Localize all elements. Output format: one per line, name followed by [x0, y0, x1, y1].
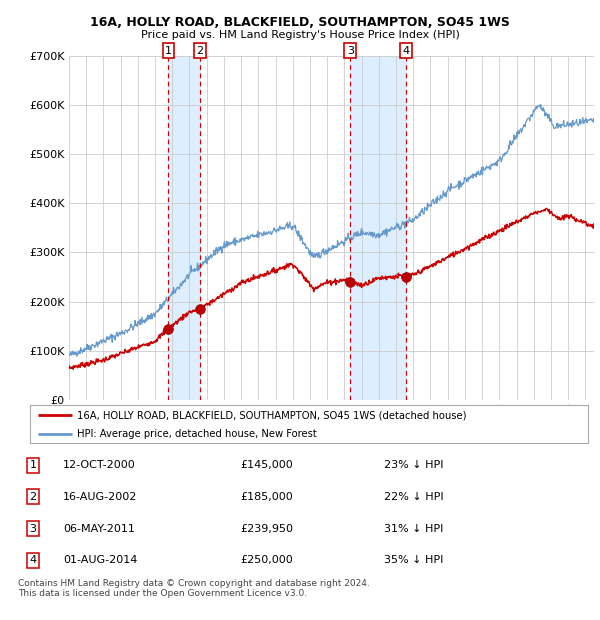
Text: 1: 1 [29, 460, 37, 471]
Text: 06-MAY-2011: 06-MAY-2011 [63, 523, 135, 534]
Text: 16A, HOLLY ROAD, BLACKFIELD, SOUTHAMPTON, SO45 1WS (detached house): 16A, HOLLY ROAD, BLACKFIELD, SOUTHAMPTON… [77, 410, 467, 420]
Text: HPI: Average price, detached house, New Forest: HPI: Average price, detached house, New … [77, 428, 317, 439]
Text: 01-AUG-2014: 01-AUG-2014 [63, 555, 137, 565]
Text: 23% ↓ HPI: 23% ↓ HPI [384, 460, 443, 471]
Text: 4: 4 [29, 555, 37, 565]
Text: £145,000: £145,000 [240, 460, 293, 471]
Text: 12-OCT-2000: 12-OCT-2000 [63, 460, 136, 471]
Text: 4: 4 [403, 46, 410, 56]
Text: £185,000: £185,000 [240, 492, 293, 502]
Text: 35% ↓ HPI: 35% ↓ HPI [384, 555, 443, 565]
Text: £250,000: £250,000 [240, 555, 293, 565]
Bar [169, 56, 200, 400]
Bar [350, 56, 406, 400]
Text: 16-AUG-2002: 16-AUG-2002 [63, 492, 137, 502]
Text: 3: 3 [29, 523, 37, 534]
Text: 3: 3 [347, 46, 354, 56]
Text: 2: 2 [197, 46, 204, 56]
Text: 16A, HOLLY ROAD, BLACKFIELD, SOUTHAMPTON, SO45 1WS: 16A, HOLLY ROAD, BLACKFIELD, SOUTHAMPTON… [90, 16, 510, 29]
Text: 1: 1 [165, 46, 172, 56]
Text: 22% ↓ HPI: 22% ↓ HPI [384, 492, 443, 502]
Text: 31% ↓ HPI: 31% ↓ HPI [384, 523, 443, 534]
Text: £239,950: £239,950 [240, 523, 293, 534]
Text: Price paid vs. HM Land Registry's House Price Index (HPI): Price paid vs. HM Land Registry's House … [140, 30, 460, 40]
Text: Contains HM Land Registry data © Crown copyright and database right 2024.
This d: Contains HM Land Registry data © Crown c… [18, 579, 370, 598]
Text: 2: 2 [29, 492, 37, 502]
